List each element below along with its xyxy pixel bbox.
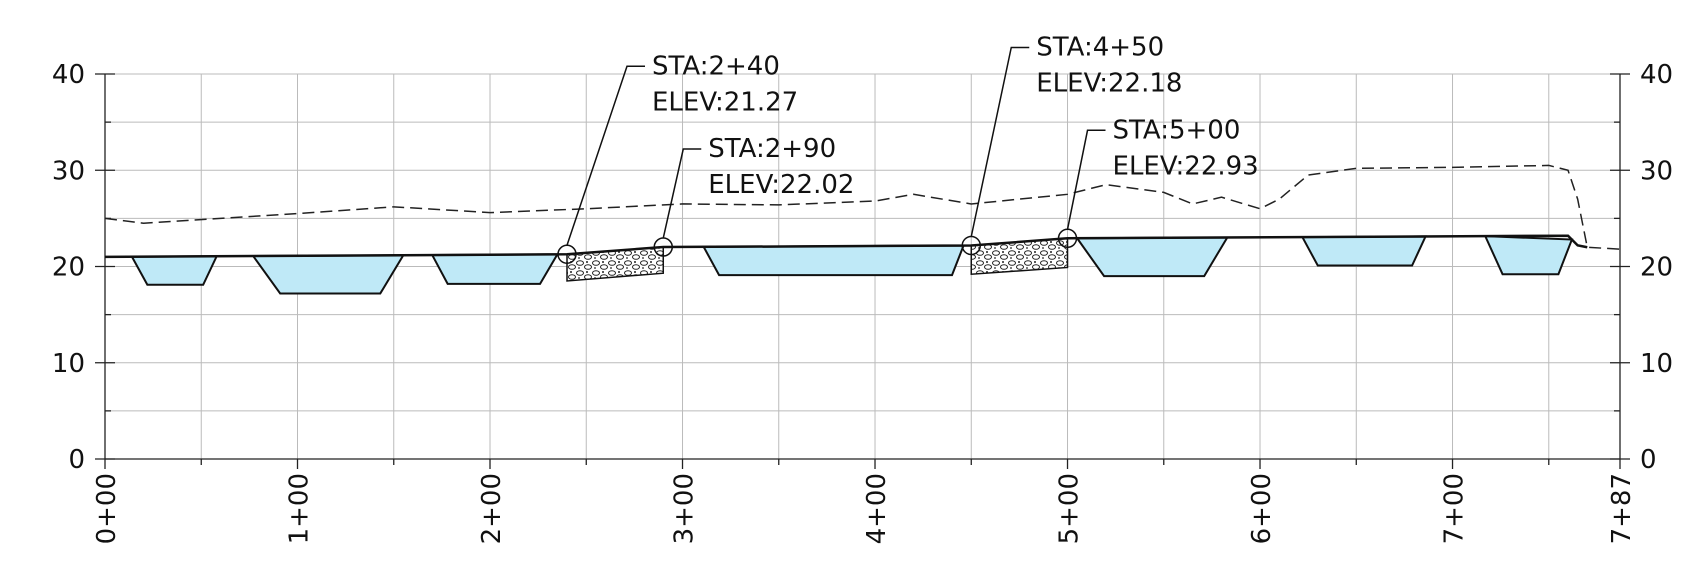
channel [1485,236,1572,274]
y2-tick-label: 10 [1640,349,1673,379]
callout-label: STA:4+50 [1036,33,1164,63]
callout-label: ELEV:21.27 [652,87,798,117]
x-tick-label: 2+00 [477,473,507,544]
y2-tick-label: 20 [1640,253,1673,283]
channel [253,255,403,293]
callout-label: STA:5+00 [1113,115,1241,145]
leader-line [1068,130,1106,229]
y-tick-label: 0 [68,445,85,475]
channel [1077,237,1227,276]
x-tick-label: 5+00 [1055,473,1085,544]
x-tick-label: 7+00 [1440,473,1470,544]
x-tick-label: 0+00 [92,473,122,544]
x-tick-label: 1+00 [285,473,315,544]
x-tick-label: 7+87 [1607,473,1637,544]
x-tick-label: 3+00 [670,473,700,544]
x-tick-label: 6+00 [1247,473,1277,544]
y2-tick-label: 40 [1640,60,1673,90]
y-tick-label: 40 [52,60,85,90]
callout-label: STA:2+40 [652,51,780,81]
channel [704,246,964,276]
y-tick-label: 20 [52,253,85,283]
profile-chart: 0+001+002+003+004+005+006+007+007+870010… [0,0,1699,581]
callout-label: ELEV:22.18 [1036,69,1182,99]
callout-label: STA:2+90 [708,134,836,164]
channel [132,256,217,285]
y-tick-label: 30 [52,156,85,186]
callout-label: ELEV:22.93 [1113,151,1259,181]
y2-tick-label: 30 [1640,156,1673,186]
channel [1302,236,1425,265]
channel [432,254,557,283]
y2-tick-label: 0 [1640,445,1657,475]
callout-label: ELEV:22.02 [708,170,854,200]
leader-line [971,48,1029,237]
y-tick-label: 10 [52,349,85,379]
x-tick-label: 4+00 [862,473,892,544]
